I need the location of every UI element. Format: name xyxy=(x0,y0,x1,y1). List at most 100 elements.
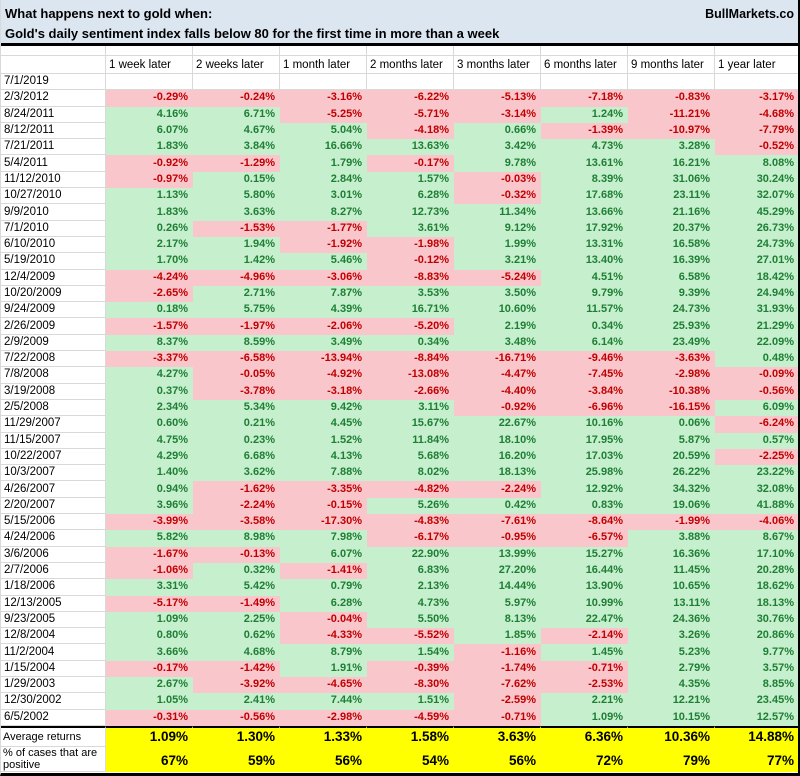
value-cell[interactable]: -8.64% xyxy=(541,514,628,531)
value-cell[interactable]: 7.88% xyxy=(280,465,367,482)
value-cell[interactable]: 32.07% xyxy=(715,188,798,205)
value-cell[interactable]: -7.61% xyxy=(454,514,541,531)
value-cell[interactable]: -0.17% xyxy=(367,155,454,172)
value-cell[interactable]: -1.06% xyxy=(106,562,193,580)
date-cell[interactable]: 12/30/2002 xyxy=(1,693,106,710)
average-value-cell[interactable]: 6.36% xyxy=(541,725,628,747)
value-cell[interactable]: 3.48% xyxy=(454,334,541,352)
value-cell[interactable]: 0.15% xyxy=(193,171,280,189)
value-cell[interactable]: -3.16% xyxy=(280,90,367,107)
value-cell[interactable]: -3.06% xyxy=(280,269,367,286)
date-cell[interactable]: 5/4/2011 xyxy=(1,155,106,172)
value-cell[interactable]: 4.29% xyxy=(106,448,193,466)
value-cell[interactable]: 6.28% xyxy=(280,595,367,612)
date-cell[interactable]: 3/19/2008 xyxy=(1,383,106,400)
date-cell[interactable]: 3/6/2006 xyxy=(1,546,106,563)
value-cell[interactable]: -5.71% xyxy=(367,106,454,123)
value-cell[interactable]: 1.57% xyxy=(367,171,454,189)
percent-positive-cell[interactable]: 72% xyxy=(541,746,628,772)
value-cell[interactable] xyxy=(715,74,798,91)
value-cell[interactable]: 2.17% xyxy=(106,236,193,254)
value-cell[interactable]: 20.86% xyxy=(715,628,798,645)
value-cell[interactable] xyxy=(193,74,280,91)
value-cell[interactable]: 3.88% xyxy=(628,530,715,547)
value-cell[interactable]: 5.04% xyxy=(280,122,367,140)
value-cell[interactable]: 8.85% xyxy=(715,676,798,694)
column-header[interactable]: 2 months later xyxy=(367,56,454,74)
value-cell[interactable] xyxy=(541,74,628,91)
date-cell[interactable]: 11/12/2010 xyxy=(1,171,106,189)
value-cell[interactable]: -1.98% xyxy=(367,236,454,254)
value-cell[interactable]: 18.13% xyxy=(454,465,541,482)
value-cell[interactable]: 20.28% xyxy=(715,562,798,580)
value-cell[interactable]: 24.73% xyxy=(628,302,715,319)
value-cell[interactable]: 45.29% xyxy=(715,204,798,221)
value-cell[interactable]: 4.16% xyxy=(106,106,193,123)
date-cell[interactable]: 5/19/2010 xyxy=(1,253,106,270)
value-cell[interactable]: 10.16% xyxy=(541,416,628,433)
value-cell[interactable]: 5.34% xyxy=(193,399,280,417)
value-cell[interactable]: 0.48% xyxy=(715,351,798,368)
date-cell[interactable]: 6/5/2002 xyxy=(1,709,106,726)
value-cell[interactable]: -0.97% xyxy=(106,171,193,189)
value-cell[interactable]: -5.25% xyxy=(280,106,367,123)
value-cell[interactable]: -7.45% xyxy=(541,367,628,384)
value-cell[interactable]: 16.36% xyxy=(628,546,715,563)
value-cell[interactable]: -1.62% xyxy=(193,481,280,498)
date-cell[interactable]: 10/3/2007 xyxy=(1,465,106,482)
value-cell[interactable]: 1.51% xyxy=(367,693,454,710)
date-cell[interactable]: 2/3/2012 xyxy=(1,90,106,107)
value-cell[interactable]: 6.09% xyxy=(715,399,798,417)
value-cell[interactable]: 8.02% xyxy=(367,465,454,482)
value-cell[interactable]: 18.42% xyxy=(715,269,798,286)
value-cell[interactable]: 13.99% xyxy=(454,546,541,563)
value-cell[interactable]: 23.22% xyxy=(715,465,798,482)
value-cell[interactable]: -1.53% xyxy=(193,220,280,237)
value-cell[interactable]: 13.66% xyxy=(541,204,628,221)
value-cell[interactable]: -0.32% xyxy=(454,188,541,205)
value-cell[interactable]: 13.63% xyxy=(367,139,454,156)
value-cell[interactable]: -4.96% xyxy=(193,269,280,286)
value-cell[interactable]: -2.53% xyxy=(541,676,628,694)
value-cell[interactable]: 3.57% xyxy=(715,660,798,677)
date-cell[interactable]: 1/18/2006 xyxy=(1,579,106,596)
percent-positive-cell[interactable]: 54% xyxy=(367,746,454,772)
value-cell[interactable]: 30.76% xyxy=(715,611,798,629)
value-cell[interactable]: 24.94% xyxy=(715,285,798,303)
value-cell[interactable]: -4.33% xyxy=(280,628,367,645)
date-cell[interactable]: 5/15/2006 xyxy=(1,514,106,531)
date-cell[interactable]: 8/24/2011 xyxy=(1,106,106,123)
value-cell[interactable]: -2.59% xyxy=(454,693,541,710)
value-cell[interactable]: 3.53% xyxy=(367,285,454,303)
value-cell[interactable]: -7.79% xyxy=(715,122,798,140)
value-cell[interactable]: -3.35% xyxy=(280,481,367,498)
value-cell[interactable]: -1.41% xyxy=(280,562,367,580)
value-cell[interactable]: -0.05% xyxy=(193,367,280,384)
date-cell[interactable]: 10/27/2010 xyxy=(1,188,106,205)
value-cell[interactable] xyxy=(454,74,541,91)
date-cell[interactable]: 7/22/2008 xyxy=(1,351,106,368)
value-cell[interactable]: 4.68% xyxy=(193,644,280,661)
value-cell[interactable]: 10.15% xyxy=(628,709,715,726)
value-cell[interactable]: 6.71% xyxy=(193,106,280,123)
value-cell[interactable]: 27.01% xyxy=(715,253,798,270)
value-cell[interactable]: 2.34% xyxy=(106,399,193,417)
value-cell[interactable]: 30.24% xyxy=(715,171,798,189)
value-cell[interactable]: -0.03% xyxy=(454,171,541,189)
value-cell[interactable]: 26.73% xyxy=(715,220,798,237)
value-cell[interactable]: 20.59% xyxy=(628,448,715,466)
value-cell[interactable]: 27.20% xyxy=(454,562,541,580)
value-cell[interactable]: 1.45% xyxy=(541,644,628,661)
value-cell[interactable]: -0.24% xyxy=(193,90,280,107)
value-cell[interactable]: 16.39% xyxy=(628,253,715,270)
value-cell[interactable]: -0.92% xyxy=(106,155,193,172)
value-cell[interactable]: -5.13% xyxy=(454,90,541,107)
value-cell[interactable]: 5.50% xyxy=(367,611,454,629)
value-cell[interactable]: -3.78% xyxy=(193,383,280,400)
percent-positive-cell[interactable]: 56% xyxy=(280,746,367,772)
value-cell[interactable]: -0.31% xyxy=(106,709,193,726)
date-cell[interactable]: 7/21/2011 xyxy=(1,139,106,156)
value-cell[interactable]: -1.29% xyxy=(193,155,280,172)
value-cell[interactable]: -1.57% xyxy=(106,318,193,335)
value-cell[interactable]: -13.94% xyxy=(280,351,367,368)
